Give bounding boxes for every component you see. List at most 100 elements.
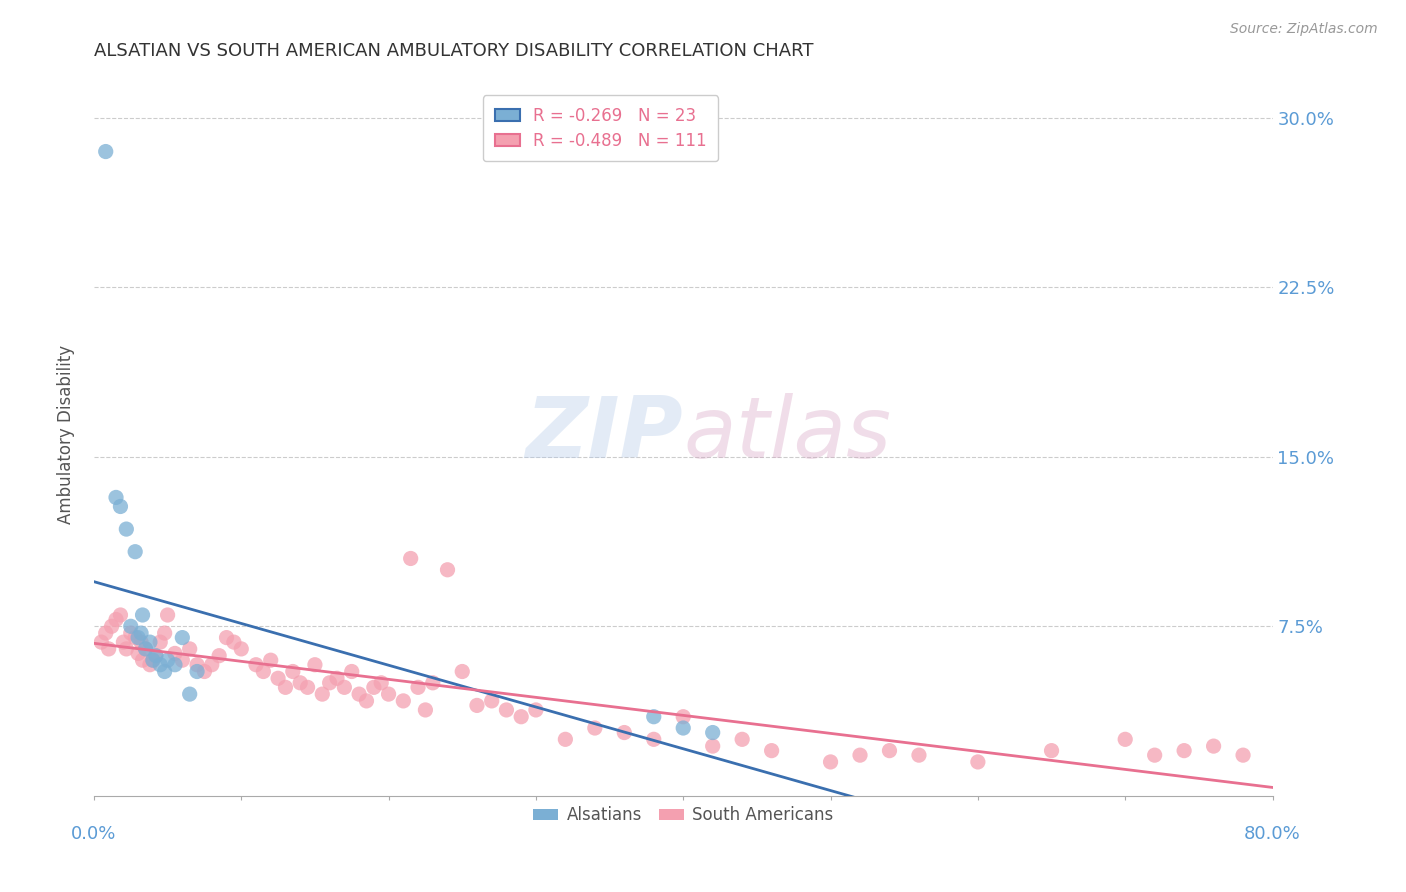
Point [153,665,176,679]
Point [186,665,208,679]
Point [120,619,142,633]
Point [129,626,152,640]
Point [377,687,399,701]
Point [186,657,208,672]
Point [363,681,385,695]
Point [124,544,146,558]
Point [252,665,274,679]
Point [112,635,135,649]
Point [156,607,179,622]
Point [94,145,117,159]
Point [422,675,444,690]
Point [94,626,117,640]
Point [356,694,378,708]
Point [415,703,437,717]
Point [222,635,245,649]
Point [481,694,503,708]
Point [97,641,120,656]
Point [145,648,167,663]
Point [702,739,724,753]
Point [451,665,474,679]
Point [370,675,392,690]
Point [672,710,695,724]
Point [231,641,253,656]
Point [643,710,665,724]
Point [149,657,172,672]
Point [120,626,142,640]
Point [124,631,146,645]
Point [820,755,842,769]
Point [1040,744,1063,758]
Point [583,721,606,735]
Text: 0.0%: 0.0% [72,825,117,843]
Point [465,698,488,713]
Point [524,703,547,717]
Text: ZIP: ZIP [526,392,683,475]
Point [879,744,901,758]
Legend: Alsatians, South Americans: Alsatians, South Americans [527,799,839,831]
Y-axis label: Ambulatory Disability: Ambulatory Disability [58,344,75,524]
Point [179,641,201,656]
Point [145,648,167,663]
Point [127,631,149,645]
Point [326,671,349,685]
Point [163,647,186,661]
Point [129,635,152,649]
Point [333,681,356,695]
Point [347,687,370,701]
Point [100,619,122,633]
Point [281,665,304,679]
Point [131,653,153,667]
Point [297,681,319,695]
Point [318,675,340,690]
Point [340,665,363,679]
Point [761,744,783,758]
Point [156,653,179,667]
Point [110,607,132,622]
Text: atlas: atlas [683,392,891,475]
Point [127,647,149,661]
Point [908,748,931,763]
Point [208,648,231,663]
Point [702,725,724,739]
Point [399,551,422,566]
Point [406,681,429,695]
Point [613,725,636,739]
Point [215,631,238,645]
Point [1173,744,1195,758]
Point [90,635,112,649]
Text: 80.0%: 80.0% [1244,825,1301,843]
Point [142,653,165,667]
Point [115,641,138,656]
Text: ALSATIAN VS SOUTH AMERICAN AMBULATORY DISABILITY CORRELATION CHART: ALSATIAN VS SOUTH AMERICAN AMBULATORY DI… [94,42,814,60]
Point [201,657,224,672]
Point [1202,739,1225,753]
Point [245,657,267,672]
Point [849,748,872,763]
Text: Source: ZipAtlas.com: Source: ZipAtlas.com [1230,22,1378,37]
Point [105,491,128,505]
Point [172,631,194,645]
Point [304,657,326,672]
Point [139,657,162,672]
Point [731,732,754,747]
Point [554,732,576,747]
Point [267,671,290,685]
Point [392,694,415,708]
Point [436,563,458,577]
Point [134,641,156,656]
Point [163,657,186,672]
Point [142,653,165,667]
Point [1114,732,1136,747]
Point [115,522,138,536]
Point [510,710,533,724]
Point [1143,748,1166,763]
Point [260,653,283,667]
Point [134,641,156,656]
Point [1232,748,1254,763]
Point [274,681,297,695]
Point [131,607,153,622]
Point [672,721,695,735]
Point [967,755,990,769]
Point [311,687,333,701]
